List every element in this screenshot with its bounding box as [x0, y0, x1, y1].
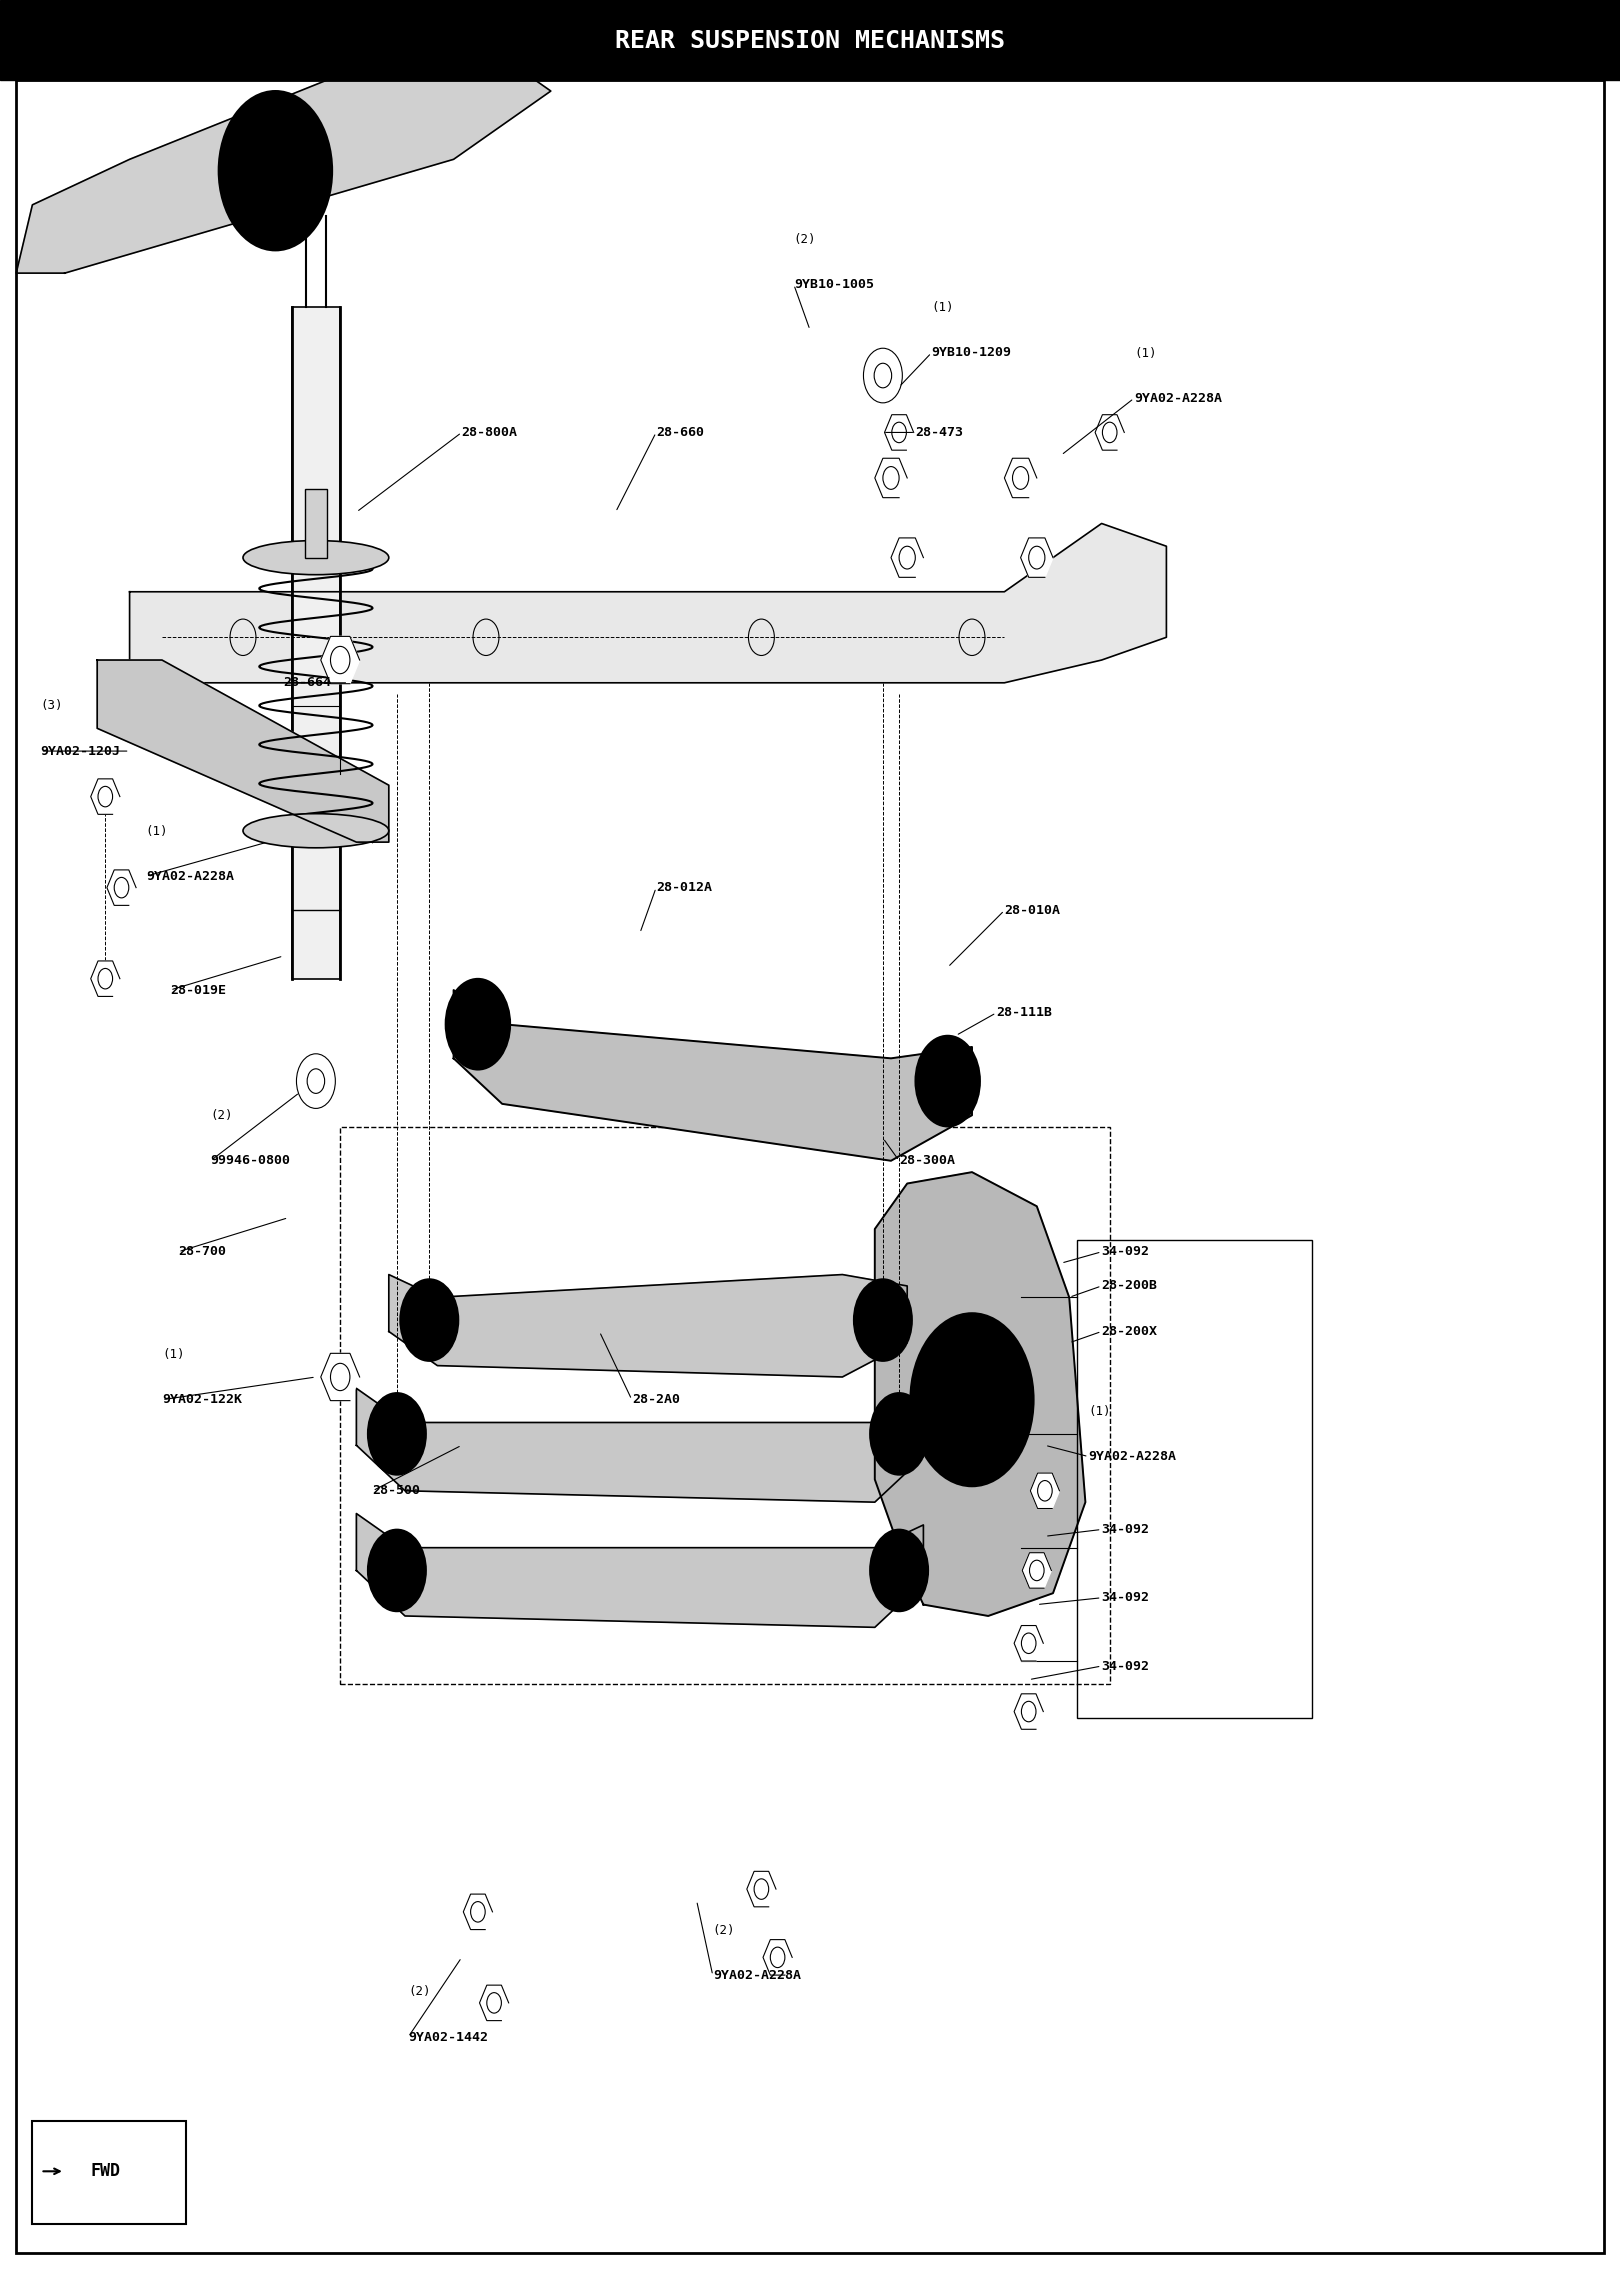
Text: 28-300A: 28-300A [899, 1154, 956, 1168]
Text: 9YA02-A228A: 9YA02-A228A [146, 869, 233, 883]
Polygon shape [480, 1985, 509, 2021]
Text: 28-200X: 28-200X [1102, 1325, 1158, 1338]
Text: 9YA02-120J: 9YA02-120J [40, 744, 120, 758]
Text: 9YB10-1209: 9YB10-1209 [931, 346, 1011, 360]
Polygon shape [1095, 414, 1124, 451]
Text: (2): (2) [794, 232, 816, 246]
Text: 28-019E: 28-019E [170, 983, 227, 997]
Polygon shape [91, 778, 120, 815]
Text: (1): (1) [931, 300, 954, 314]
Text: 28-664: 28-664 [284, 676, 332, 690]
Circle shape [870, 1393, 928, 1475]
Text: (2): (2) [211, 1108, 233, 1122]
Text: 9YB10-1005: 9YB10-1005 [794, 278, 873, 291]
Polygon shape [389, 1275, 907, 1377]
Text: 28-111B: 28-111B [996, 1006, 1053, 1020]
Text: 28-200B: 28-200B [1102, 1279, 1158, 1293]
Bar [32, 2121, 186, 2224]
Text: (1): (1) [1089, 1404, 1111, 1418]
Text: FWD: FWD [91, 2162, 120, 2180]
Polygon shape [321, 637, 360, 683]
Polygon shape [875, 457, 907, 498]
Polygon shape [1014, 1625, 1043, 1661]
Text: (1): (1) [162, 1347, 185, 1361]
Bar [1077, 1240, 1312, 1718]
Text: 34-092: 34-092 [1102, 1659, 1150, 1673]
Polygon shape [107, 869, 136, 906]
Text: 34-092: 34-092 [1102, 1245, 1150, 1259]
Text: (2): (2) [408, 1985, 431, 1998]
Text: (1): (1) [146, 824, 168, 838]
Polygon shape [1022, 1552, 1051, 1589]
Text: 28-700: 28-700 [178, 1245, 227, 1259]
Ellipse shape [243, 815, 389, 849]
Text: (3): (3) [40, 699, 63, 712]
Text: 9YA02-122K: 9YA02-122K [162, 1393, 241, 1407]
Text: 28-473: 28-473 [915, 426, 964, 439]
Text: 9YA02-A228A: 9YA02-A228A [1134, 391, 1221, 405]
Polygon shape [747, 1871, 776, 1907]
Circle shape [400, 1279, 458, 1361]
Text: 34-092: 34-092 [1102, 1591, 1150, 1605]
Circle shape [368, 1393, 426, 1475]
Bar [292, 307, 340, 979]
Bar [305, 489, 327, 558]
Polygon shape [891, 537, 923, 578]
Text: 28-010A: 28-010A [1004, 904, 1061, 917]
Polygon shape [16, 68, 551, 273]
Polygon shape [1021, 537, 1053, 578]
Text: 28-660: 28-660 [656, 426, 705, 439]
Polygon shape [1030, 1473, 1059, 1509]
Text: 99946-0800: 99946-0800 [211, 1154, 290, 1168]
Text: 9YA02-A228A: 9YA02-A228A [1089, 1450, 1176, 1463]
Polygon shape [875, 1172, 1085, 1616]
Polygon shape [463, 1894, 492, 1930]
Circle shape [910, 1313, 1034, 1486]
Text: (1): (1) [1134, 346, 1157, 360]
Polygon shape [885, 414, 914, 451]
Polygon shape [1004, 457, 1037, 498]
Text: 34-092: 34-092 [1102, 1523, 1150, 1536]
Circle shape [915, 1036, 980, 1127]
Circle shape [854, 1279, 912, 1361]
Polygon shape [130, 523, 1166, 683]
Polygon shape [91, 960, 120, 997]
Polygon shape [454, 990, 972, 1161]
Polygon shape [356, 1388, 923, 1502]
Text: REAR SUSPENSION MECHANISMS: REAR SUSPENSION MECHANISMS [616, 30, 1004, 52]
Polygon shape [97, 660, 389, 842]
Circle shape [870, 1529, 928, 1611]
Text: 28-500: 28-500 [373, 1484, 421, 1498]
Text: 9YA02-A228A: 9YA02-A228A [713, 1969, 800, 1982]
Bar [340, 1127, 1110, 1684]
Ellipse shape [243, 542, 389, 574]
Polygon shape [763, 1939, 792, 1976]
Text: 28-012A: 28-012A [656, 881, 713, 894]
Text: (2): (2) [713, 1923, 735, 1937]
Circle shape [219, 91, 332, 250]
Bar [0, 0, 1620, 80]
Polygon shape [356, 1514, 923, 1627]
Polygon shape [321, 1354, 360, 1400]
Polygon shape [1014, 1693, 1043, 1730]
Circle shape [368, 1529, 426, 1611]
Text: 9YA02-1442: 9YA02-1442 [408, 2030, 488, 2044]
Text: 28-2A0: 28-2A0 [632, 1393, 680, 1407]
Circle shape [446, 979, 510, 1070]
Text: 28-800A: 28-800A [462, 426, 518, 439]
